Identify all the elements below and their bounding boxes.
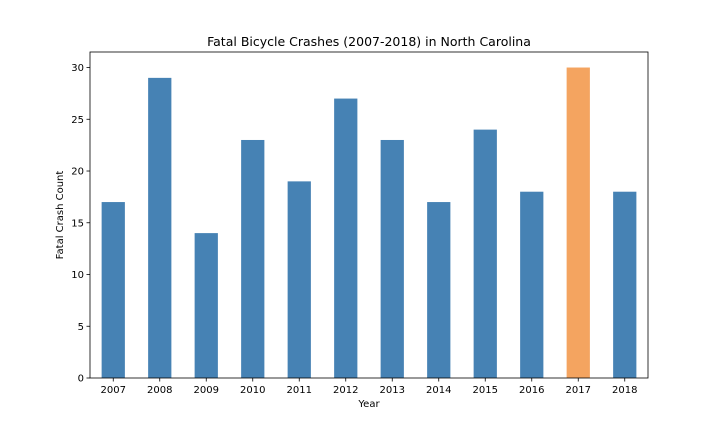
x-axis-label: Year xyxy=(357,399,380,410)
x-tick-label: 2013 xyxy=(380,385,405,396)
bar-2015 xyxy=(473,129,497,378)
bar-2013 xyxy=(380,139,404,378)
plot-frame xyxy=(89,51,649,379)
bar-2014 xyxy=(427,202,451,378)
y-tick-label: 20 xyxy=(71,167,84,178)
x-tick-label: 2011 xyxy=(287,385,312,396)
bar-2009 xyxy=(194,233,218,378)
bar-2007 xyxy=(101,202,125,378)
bar-2008 xyxy=(148,77,172,379)
bar-2018 xyxy=(613,191,637,378)
x-axis-ticks: 2007 2008 2009 2010 2011 2012 2013 2014 2015 2016… xyxy=(101,378,637,396)
chart-title: Fatal Bicycle Crashes (2007-2018) in Nor… xyxy=(207,34,531,49)
y-tick-label: 5 xyxy=(78,322,84,333)
bars-group xyxy=(101,67,637,379)
y-axis-label: Fatal Crash Count xyxy=(55,171,66,260)
bar-2016 xyxy=(520,191,544,378)
bar-2011 xyxy=(287,181,311,378)
bar-2010 xyxy=(241,139,265,378)
x-tick-label: 2014 xyxy=(426,385,451,396)
y-tick-label: 30 xyxy=(71,63,84,74)
bar-2017 xyxy=(566,67,590,379)
x-tick-label: 2017 xyxy=(566,385,591,396)
x-tick-label: 2007 xyxy=(101,385,126,396)
y-tick-label: 10 xyxy=(71,270,84,281)
bar-2012 xyxy=(334,98,358,378)
x-tick-label: 2018 xyxy=(612,385,637,396)
x-tick-label: 2008 xyxy=(147,385,172,396)
x-tick-label: 2012 xyxy=(333,385,358,396)
y-tick-label: 0 xyxy=(78,374,84,385)
x-tick-label: 2015 xyxy=(473,385,498,396)
y-tick-label: 15 xyxy=(71,218,84,229)
y-tick-label: 25 xyxy=(71,115,84,126)
x-tick-label: 2009 xyxy=(194,385,219,396)
y-axis-ticks: 0 5 10 15 20 25 30 xyxy=(71,63,90,385)
x-tick-label: 2010 xyxy=(240,385,265,396)
x-tick-label: 2016 xyxy=(519,385,544,396)
